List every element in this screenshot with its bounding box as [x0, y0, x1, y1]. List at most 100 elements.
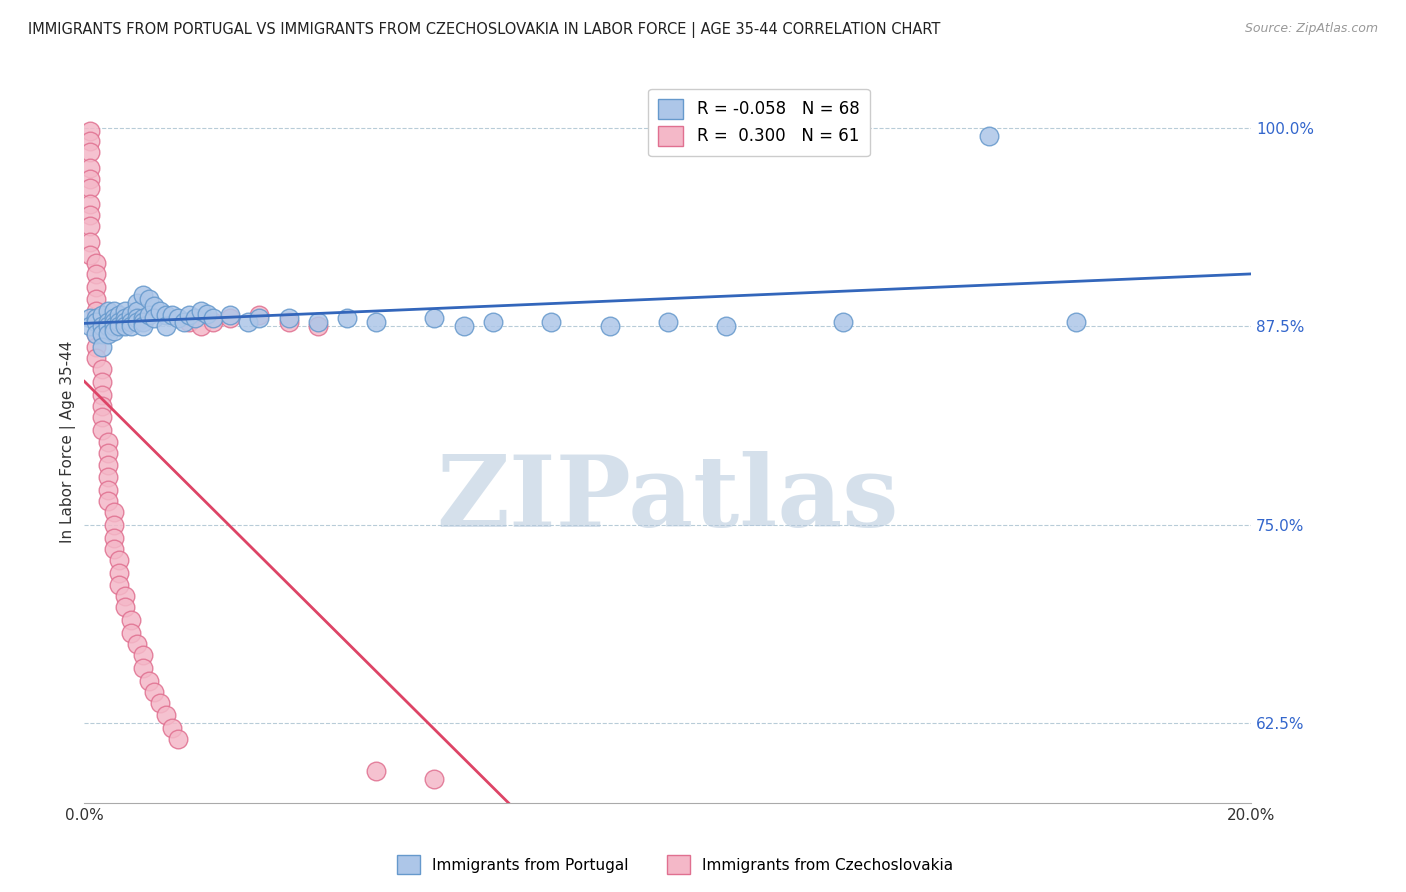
Point	[132, 648, 155, 662]
Point	[84, 327, 107, 342]
Point	[453, 319, 475, 334]
Point	[120, 308, 142, 322]
Point	[97, 494, 120, 508]
Text: Source: ZipAtlas.com: Source: ZipAtlas.com	[1244, 22, 1378, 36]
Point	[249, 308, 271, 322]
Point	[90, 375, 112, 389]
Point	[120, 626, 142, 640]
Point	[108, 553, 131, 567]
Point	[190, 319, 212, 334]
Point	[155, 319, 177, 334]
Point	[143, 311, 166, 326]
Point	[79, 319, 101, 334]
Point	[114, 600, 136, 615]
Point	[97, 319, 120, 334]
Point	[143, 299, 166, 313]
Point	[249, 311, 271, 326]
Point	[184, 311, 207, 326]
Point	[219, 311, 242, 326]
Point	[103, 324, 125, 338]
Legend: R = -0.058   N = 68, R =  0.300   N = 61: R = -0.058 N = 68, R = 0.300 N = 61	[648, 88, 869, 156]
Point	[84, 267, 107, 281]
Point	[201, 311, 224, 326]
Point	[423, 311, 446, 326]
Point	[103, 517, 125, 532]
Point	[307, 319, 329, 334]
Point	[160, 308, 183, 322]
Point	[79, 171, 101, 186]
Point	[84, 256, 107, 270]
Point	[90, 399, 112, 413]
Point	[103, 315, 125, 329]
Point	[97, 470, 120, 484]
Point	[90, 387, 112, 401]
Point	[79, 219, 101, 234]
Point	[79, 145, 101, 159]
Point	[108, 578, 131, 592]
Point	[114, 590, 136, 604]
Point	[195, 307, 218, 321]
Point	[79, 124, 101, 138]
Point	[599, 319, 621, 334]
Point	[79, 134, 101, 148]
Point	[138, 293, 160, 307]
Point	[166, 311, 188, 326]
Point	[120, 319, 142, 334]
Point	[155, 308, 177, 322]
Text: IMMIGRANTS FROM PORTUGAL VS IMMIGRANTS FROM CZECHOSLOVAKIA IN LABOR FORCE | AGE : IMMIGRANTS FROM PORTUGAL VS IMMIGRANTS F…	[28, 22, 941, 38]
Point	[114, 303, 136, 318]
Point	[108, 566, 131, 580]
Point	[336, 311, 359, 326]
Point	[108, 315, 131, 329]
Point	[277, 315, 299, 329]
Point	[90, 340, 112, 354]
Point	[79, 235, 101, 250]
Point	[79, 161, 101, 175]
Point	[132, 661, 155, 675]
Point	[84, 279, 107, 293]
Point	[149, 303, 172, 318]
Point	[114, 319, 136, 334]
Point	[132, 319, 155, 334]
Point	[90, 423, 112, 437]
Point	[84, 315, 107, 329]
Y-axis label: In Labor Force | Age 35-44: In Labor Force | Age 35-44	[60, 341, 76, 542]
Point	[84, 293, 107, 307]
Point	[79, 248, 101, 262]
Point	[90, 319, 112, 334]
Point	[84, 340, 107, 354]
Point	[84, 327, 107, 342]
Point	[366, 764, 388, 778]
Point	[90, 409, 112, 424]
Point	[307, 315, 329, 329]
Point	[179, 308, 201, 322]
Point	[125, 637, 148, 651]
Text: ZIPatlas: ZIPatlas	[437, 450, 898, 548]
Point	[482, 315, 505, 329]
Point	[90, 327, 112, 342]
Point	[97, 446, 120, 460]
Point	[97, 327, 120, 342]
Point	[97, 458, 120, 472]
Point	[84, 351, 107, 366]
Point	[219, 308, 242, 322]
Point	[79, 208, 101, 222]
Point	[132, 311, 155, 326]
Point	[1066, 315, 1088, 329]
Point	[114, 311, 136, 326]
Point	[179, 315, 201, 329]
Point	[97, 483, 120, 497]
Point	[716, 319, 738, 334]
Point	[190, 303, 212, 318]
Point	[125, 295, 148, 310]
Point	[540, 315, 562, 329]
Point	[84, 303, 107, 318]
Point	[236, 315, 259, 329]
Point	[155, 708, 177, 723]
Point	[97, 315, 120, 329]
Point	[103, 531, 125, 545]
Point	[103, 505, 125, 519]
Point	[125, 315, 148, 329]
Point	[97, 435, 120, 450]
Point	[125, 303, 148, 318]
